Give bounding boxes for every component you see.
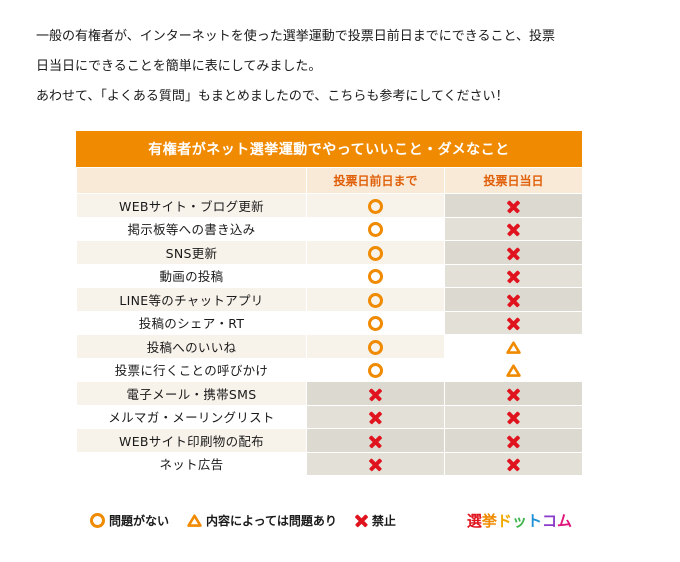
cell-before (306, 334, 445, 359)
cross-icon (369, 411, 382, 424)
triangle-icon (506, 341, 521, 354)
legend-maybe: 内容によっては問題あり (187, 512, 337, 529)
triangle-icon (187, 513, 202, 527)
legend-ok: 問題がない (90, 512, 169, 529)
table-row: 投稿のシェア・RT (76, 310, 583, 335)
cell-day (444, 404, 583, 429)
row-label: メルマガ・メーリングリスト (76, 404, 307, 429)
table-row: WEBサイト・ブログ更新 (76, 193, 583, 218)
cell-before (306, 193, 445, 218)
cross-icon (507, 435, 520, 448)
senkyo-logo: 選挙ドットコム (467, 510, 572, 531)
cell-before (306, 216, 445, 241)
cell-day (444, 357, 583, 382)
cross-icon (507, 200, 520, 213)
cross-icon (369, 388, 382, 401)
circle-icon (368, 363, 383, 379)
row-label: SNS更新 (76, 240, 307, 265)
table-row: 投稿へのいいね (76, 334, 583, 359)
header-blank (76, 167, 307, 194)
cell-before (306, 381, 445, 406)
circle-icon (368, 245, 383, 261)
cell-before (306, 404, 445, 429)
table-row: メルマガ・メーリングリスト (76, 404, 583, 429)
cell-day (444, 287, 583, 312)
legend: 問題がない 内容によっては問題あり 禁止 選挙ドットコム (90, 506, 580, 534)
table-body: WEBサイト・ブログ更新 掲示板等への書き込み SNS更新 動画の投稿 LINE等のチャ… (76, 193, 583, 476)
legend-maybe-label: 内容によっては問題あり (206, 513, 337, 528)
table-row: 掲示板等への書き込み (76, 216, 583, 241)
row-label: WEBサイト・ブログ更新 (76, 193, 307, 218)
rules-table-figure: 有権者がネット選挙運動でやっていいこと・ダメなこと 投票日前日まで 投票日当日 … (76, 131, 583, 476)
cell-day (444, 263, 583, 288)
cross-icon (369, 458, 382, 471)
cell-day (444, 310, 583, 335)
cell-before (306, 310, 445, 335)
table-row: 動画の投稿 (76, 263, 583, 288)
cross-icon (369, 435, 382, 448)
table-row: 電子メール・携帯SMS (76, 381, 583, 406)
logo-text: 選挙ドットコム (466, 511, 572, 530)
cross-icon (507, 247, 520, 260)
table-row: SNS更新 (76, 240, 583, 265)
row-label: LINE等のチャットアプリ (76, 287, 307, 312)
cell-day (444, 451, 583, 476)
circle-icon (90, 512, 105, 528)
cell-before (306, 240, 445, 265)
legend-ok-label: 問題がない (109, 513, 170, 528)
row-label: 投票に行くことの呼びかけ (76, 357, 307, 382)
cross-icon (507, 294, 520, 307)
circle-icon (368, 222, 383, 238)
intro-line-1: 一般の有権者が、インターネットを使った選挙運動で投票日前日までにできること、投票 (36, 29, 555, 44)
cell-day (444, 240, 583, 265)
circle-icon (368, 316, 383, 332)
circle-icon (368, 269, 383, 285)
cell-day (444, 193, 583, 218)
cross-icon (507, 411, 520, 424)
row-label: 電子メール・携帯SMS (76, 381, 307, 406)
cell-before (306, 451, 445, 476)
cross-icon (507, 317, 520, 330)
row-label: 動画の投稿 (76, 263, 307, 288)
circle-icon (368, 198, 383, 214)
cross-icon (507, 388, 520, 401)
table-row: LINE等のチャットアプリ (76, 287, 583, 312)
cross-icon (355, 514, 368, 527)
cell-day (444, 216, 583, 241)
cell-day (444, 428, 583, 453)
table-row: 投票に行くことの呼びかけ (76, 357, 583, 382)
circle-icon (368, 292, 383, 308)
row-label: ネット広告 (76, 451, 307, 476)
row-label: 掲示板等への書き込み (76, 216, 307, 241)
cell-before (306, 357, 445, 382)
cross-icon (507, 223, 520, 236)
legend-ng: 禁止 (355, 512, 396, 529)
cross-icon (507, 270, 520, 283)
table-header-row: 投票日前日まで 投票日当日 (76, 167, 583, 194)
intro-text: 一般の有権者が、インターネットを使った選挙運動で投票日前日までにできること、投票… (36, 22, 646, 112)
table-title: 有権者がネット選挙運動でやっていいこと・ダメなこと (76, 131, 582, 167)
cell-before (306, 428, 445, 453)
legend-ng-label: 禁止 (371, 513, 396, 528)
intro-line-2: 日当日にできることを簡単に表にしてみました。 (36, 59, 322, 74)
row-label: 投稿へのいいね (76, 334, 307, 359)
cross-icon (507, 458, 520, 471)
header-day: 投票日当日 (444, 167, 583, 194)
rules-table: 投票日前日まで 投票日当日 WEBサイト・ブログ更新 掲示板等への書き込み SNS更… (76, 167, 583, 476)
intro-line-3: あわせて、「よくある質問」もまとめましたので、こちらも参考にしてください！ (36, 89, 509, 104)
row-label: WEBサイト印刷物の配布 (76, 428, 307, 453)
table-row: WEBサイト印刷物の配布 (76, 428, 583, 453)
table-row: ネット広告 (76, 451, 583, 476)
cell-day (444, 334, 583, 359)
circle-icon (368, 339, 383, 355)
cell-day (444, 381, 583, 406)
cell-before (306, 263, 445, 288)
row-label: 投稿のシェア・RT (76, 310, 307, 335)
cell-before (306, 287, 445, 312)
triangle-icon (506, 364, 521, 378)
header-before: 投票日前日まで (306, 167, 445, 194)
